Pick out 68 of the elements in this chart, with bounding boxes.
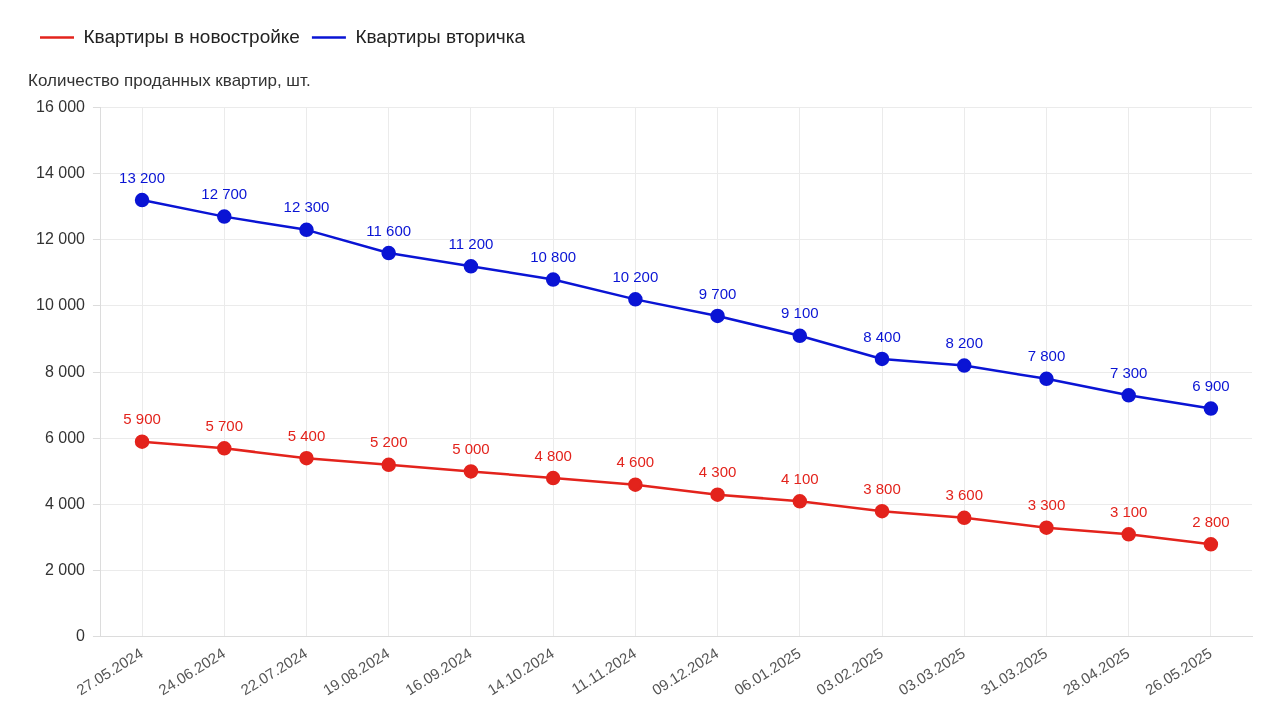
point [710,487,725,502]
y-tick-label: 2 000 [44,561,86,579]
y-tick-label: 14 000 [36,164,86,181]
point [299,222,314,238]
data-label: 7 800 [1027,347,1066,365]
y-tick-label: 4 000 [44,494,86,512]
data-label: 11 600 [366,221,412,239]
point [792,494,808,509]
data-label: 8 200 [945,334,984,352]
point [381,457,396,473]
point [134,434,150,449]
legend-label: Квартиры в новостройке [83,25,300,47]
point [710,308,725,324]
data-label: 8 400 [863,327,901,345]
data-label: 12 300 [283,198,330,216]
data-label: 4 800 [534,446,572,464]
point [299,450,314,466]
point [463,464,479,479]
y-tick-label: 0 [76,627,86,645]
y-axis-title: Количество проданных квартир, шт. [28,70,311,90]
point [134,192,150,208]
data-label: 10 200 [612,268,659,285]
point [1121,388,1136,403]
point [381,245,396,261]
point [628,477,643,492]
point [217,209,232,224]
data-label: 2 800 [1192,512,1230,530]
data-label: 5 000 [452,440,490,458]
point [1121,527,1136,542]
point [217,441,232,456]
data-label: 4 600 [616,453,655,471]
y-tick-label: 8 000 [44,362,86,380]
point [1203,401,1219,416]
point [545,470,561,486]
y-tick-label: 12 000 [36,230,86,248]
data-label: 11 200 [448,234,494,252]
point [1039,520,1054,535]
point [545,272,561,287]
point [956,510,972,526]
data-label: 3 100 [1109,502,1148,520]
data-label: 3 600 [945,486,984,504]
legend-label: Квартиры вторичка [355,25,526,47]
point [1039,371,1054,387]
point [874,503,890,519]
data-label: 6 900 [1192,377,1230,395]
point [463,259,479,274]
data-label: 5 700 [205,416,244,434]
data-label: 10 800 [530,248,577,266]
point [1203,537,1219,552]
data-label: 9 100 [781,304,819,322]
data-label: 7 300 [1109,363,1148,381]
point [792,328,808,344]
point [628,292,643,307]
data-label: 5 400 [287,426,326,444]
data-label: 4 100 [781,469,819,487]
point [956,358,972,373]
data-label: 12 700 [201,185,248,203]
data-label: 5 200 [369,433,408,451]
y-tick-label: 16 000 [36,97,86,115]
point [874,351,890,367]
data-label: 4 300 [698,463,737,481]
data-label: 3 300 [1027,496,1066,514]
y-tick-label: 6 000 [44,428,86,446]
data-label: 13 200 [119,168,165,186]
data-label: 3 800 [863,479,901,497]
data-label: 9 700 [698,284,737,302]
y-tick-label: 10 000 [36,296,86,314]
data-label: 5 900 [123,410,161,428]
